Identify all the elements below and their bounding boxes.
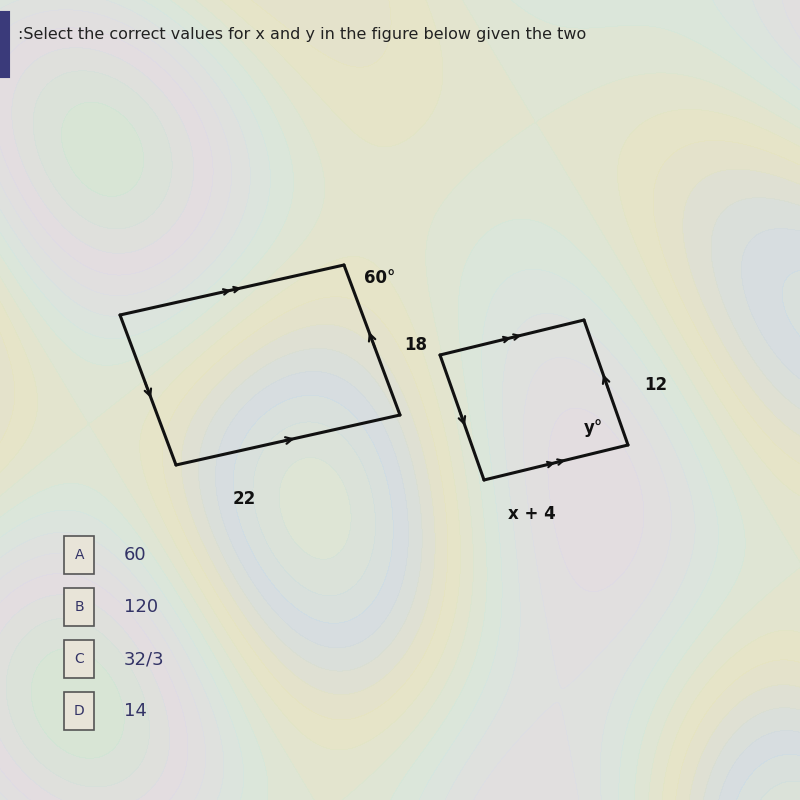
Text: 18: 18 [404, 336, 427, 354]
Text: 14: 14 [124, 702, 147, 720]
Text: 60: 60 [124, 546, 146, 564]
Text: x + 4: x + 4 [508, 505, 556, 523]
FancyBboxPatch shape [64, 692, 94, 730]
FancyBboxPatch shape [64, 536, 94, 574]
Text: C: C [74, 652, 84, 666]
Text: A: A [74, 548, 84, 562]
Text: 22: 22 [232, 490, 256, 508]
Text: 12: 12 [644, 376, 667, 394]
Text: 120: 120 [124, 598, 158, 616]
Text: y°: y° [584, 419, 603, 437]
Text: :Select the correct values for x and y in the figure below given the two: :Select the correct values for x and y i… [18, 27, 586, 42]
Text: B: B [74, 600, 84, 614]
Text: D: D [74, 704, 85, 718]
FancyBboxPatch shape [64, 640, 94, 678]
Text: 32/3: 32/3 [124, 650, 165, 668]
FancyBboxPatch shape [64, 588, 94, 626]
Text: 60°: 60° [364, 269, 395, 287]
